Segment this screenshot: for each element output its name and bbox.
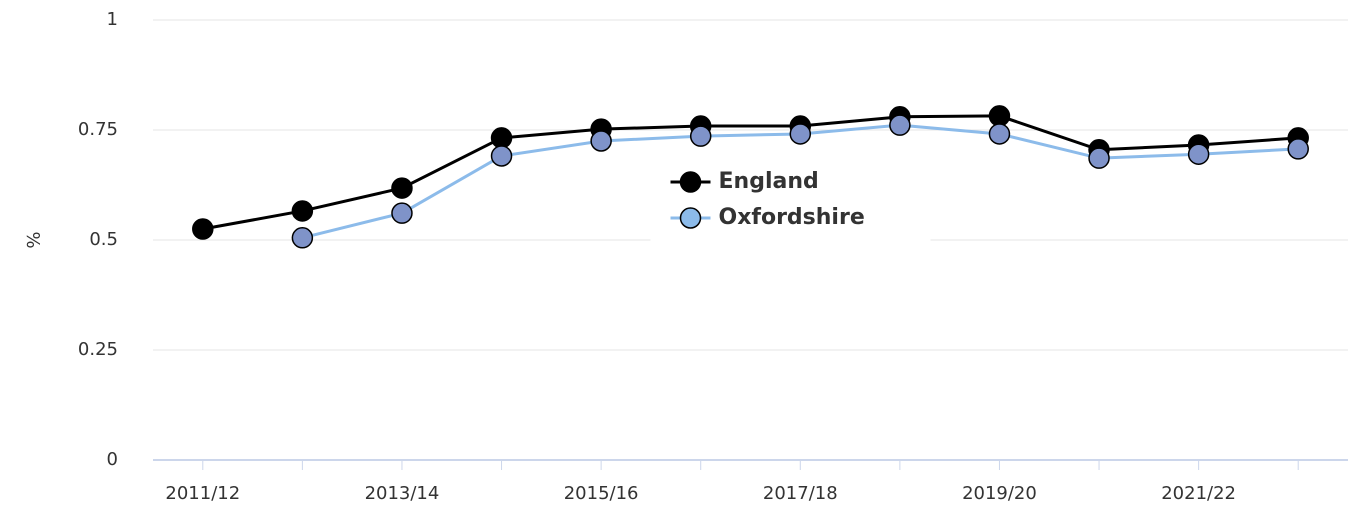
- marker: [192, 218, 214, 240]
- y-tick-label: 1: [107, 9, 118, 30]
- marker: [391, 177, 413, 199]
- legend-marker: [679, 207, 702, 229]
- marker: [291, 227, 314, 249]
- y-tick-label: 0.75: [78, 119, 118, 140]
- marker: [689, 125, 712, 147]
- y-tick-label: 0.5: [89, 229, 118, 250]
- legend-marker: [679, 171, 702, 193]
- marker: [490, 127, 513, 149]
- y-tick-label: 0: [107, 449, 118, 470]
- legend-label: England: [719, 169, 819, 194]
- marker: [490, 145, 513, 167]
- y-tick-label: 0.25: [78, 339, 118, 360]
- x-tick-label: 2021/22: [1161, 483, 1236, 504]
- x-tick-label: 2013/14: [365, 483, 440, 504]
- marker: [391, 202, 413, 224]
- marker: [988, 123, 1011, 145]
- marker: [590, 130, 612, 152]
- marker: [1088, 147, 1110, 169]
- x-tick-label: 2011/12: [165, 483, 240, 504]
- legend-label: Oxfordshire: [719, 205, 865, 230]
- marker: [291, 200, 314, 222]
- series-line: [202, 114, 1299, 231]
- y-axis-label: %: [22, 231, 43, 248]
- x-tick-label: 2019/20: [962, 483, 1037, 504]
- x-tick-label: 2017/18: [763, 483, 838, 504]
- x-tick-label: 2015/16: [564, 483, 639, 504]
- marker: [1187, 143, 1210, 165]
- marker: [988, 105, 1011, 127]
- marker: [889, 114, 911, 136]
- marker: [789, 123, 812, 145]
- marker: [1287, 138, 1309, 160]
